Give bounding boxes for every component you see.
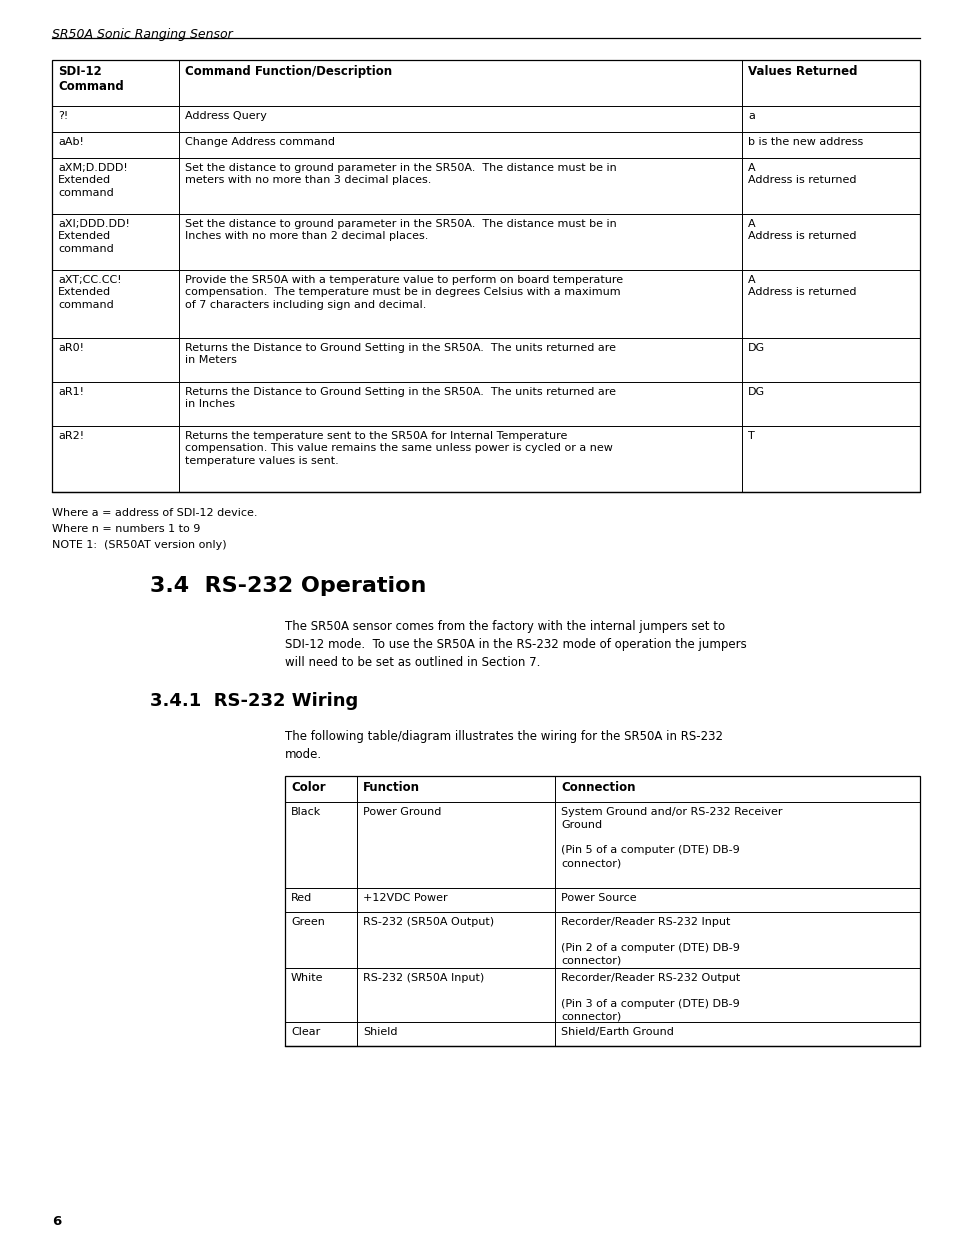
Text: Shield/Earth Ground: Shield/Earth Ground [560, 1028, 673, 1037]
Text: +12VDC Power: +12VDC Power [363, 893, 447, 903]
Text: 3.4  RS-232 Operation: 3.4 RS-232 Operation [150, 576, 426, 597]
Text: Power Ground: Power Ground [363, 806, 441, 818]
Text: Clear: Clear [291, 1028, 320, 1037]
Text: System Ground and/or RS-232 Receiver
Ground

(Pin 5 of a computer (DTE) DB-9
con: System Ground and/or RS-232 Receiver Gro… [560, 806, 781, 868]
Text: NOTE 1:  (SR50AT version only): NOTE 1: (SR50AT version only) [52, 540, 227, 550]
Text: a: a [747, 111, 754, 121]
Text: T: T [747, 431, 754, 441]
Text: b is the new address: b is the new address [747, 137, 862, 147]
Text: Power Source: Power Source [560, 893, 636, 903]
Text: aR2!: aR2! [58, 431, 84, 441]
Text: aXM;D.DDD!
Extended
command: aXM;D.DDD! Extended command [58, 163, 128, 198]
Text: Where n = numbers 1 to 9: Where n = numbers 1 to 9 [52, 524, 200, 534]
Text: Black: Black [291, 806, 321, 818]
Text: aXI;DDD.DD!
Extended
command: aXI;DDD.DD! Extended command [58, 219, 130, 254]
Text: ?!: ?! [58, 111, 69, 121]
Text: Shield: Shield [363, 1028, 397, 1037]
Text: aAb!: aAb! [58, 137, 84, 147]
Text: Color: Color [291, 781, 325, 794]
Text: Recorder/Reader RS-232 Output

(Pin 3 of a computer (DTE) DB-9
connector): Recorder/Reader RS-232 Output (Pin 3 of … [560, 973, 740, 1021]
Bar [52, 61, 919, 492]
Text: 3.4.1  RS-232 Wiring: 3.4.1 RS-232 Wiring [150, 692, 358, 710]
Text: SDI-12
Command: SDI-12 Command [58, 65, 124, 94]
Text: Recorder/Reader RS-232 Input

(Pin 2 of a computer (DTE) DB-9
connector): Recorder/Reader RS-232 Input (Pin 2 of a… [560, 918, 740, 966]
Text: Red: Red [291, 893, 312, 903]
Text: Values Returned: Values Returned [747, 65, 857, 78]
Text: The SR50A sensor comes from the factory with the internal jumpers set to
SDI-12 : The SR50A sensor comes from the factory … [285, 620, 746, 669]
Text: Returns the Distance to Ground Setting in the SR50A.  The units returned are
in : Returns the Distance to Ground Setting i… [185, 343, 616, 366]
Text: A
Address is returned: A Address is returned [747, 163, 856, 185]
Text: aR0!: aR0! [58, 343, 84, 353]
Text: aR1!: aR1! [58, 387, 84, 396]
Text: RS-232 (SR50A Input): RS-232 (SR50A Input) [363, 973, 484, 983]
Text: A
Address is returned: A Address is returned [747, 275, 856, 298]
Text: aXT;CC.CC!
Extended
command: aXT;CC.CC! Extended command [58, 275, 121, 310]
Text: A
Address is returned: A Address is returned [747, 219, 856, 241]
Text: Provide the SR50A with a temperature value to perform on board temperature
compe: Provide the SR50A with a temperature val… [185, 275, 622, 310]
Text: Address Query: Address Query [185, 111, 267, 121]
Text: Connection: Connection [560, 781, 635, 794]
Text: RS-232 (SR50A Output): RS-232 (SR50A Output) [363, 918, 494, 927]
Text: The following table/diagram illustrates the wiring for the SR50A in RS-232
mode.: The following table/diagram illustrates … [285, 730, 722, 761]
Bar [285, 776, 919, 1046]
Text: SR50A Sonic Ranging Sensor: SR50A Sonic Ranging Sensor [52, 28, 233, 41]
Text: DG: DG [747, 387, 764, 396]
Text: 6: 6 [52, 1215, 61, 1228]
Text: White: White [291, 973, 323, 983]
Text: Set the distance to ground parameter in the SR50A.  The distance must be in
Inch: Set the distance to ground parameter in … [185, 219, 616, 241]
Text: Where a = address of SDI-12 device.: Where a = address of SDI-12 device. [52, 508, 257, 517]
Text: Green: Green [291, 918, 325, 927]
Text: Set the distance to ground parameter in the SR50A.  The distance must be in
mete: Set the distance to ground parameter in … [185, 163, 616, 185]
Text: DG: DG [747, 343, 764, 353]
Text: Command Function/Description: Command Function/Description [185, 65, 392, 78]
Text: Returns the temperature sent to the SR50A for Internal Temperature
compensation.: Returns the temperature sent to the SR50… [185, 431, 612, 466]
Text: Function: Function [363, 781, 419, 794]
Text: Change Address command: Change Address command [185, 137, 335, 147]
Text: Returns the Distance to Ground Setting in the SR50A.  The units returned are
in : Returns the Distance to Ground Setting i… [185, 387, 616, 409]
